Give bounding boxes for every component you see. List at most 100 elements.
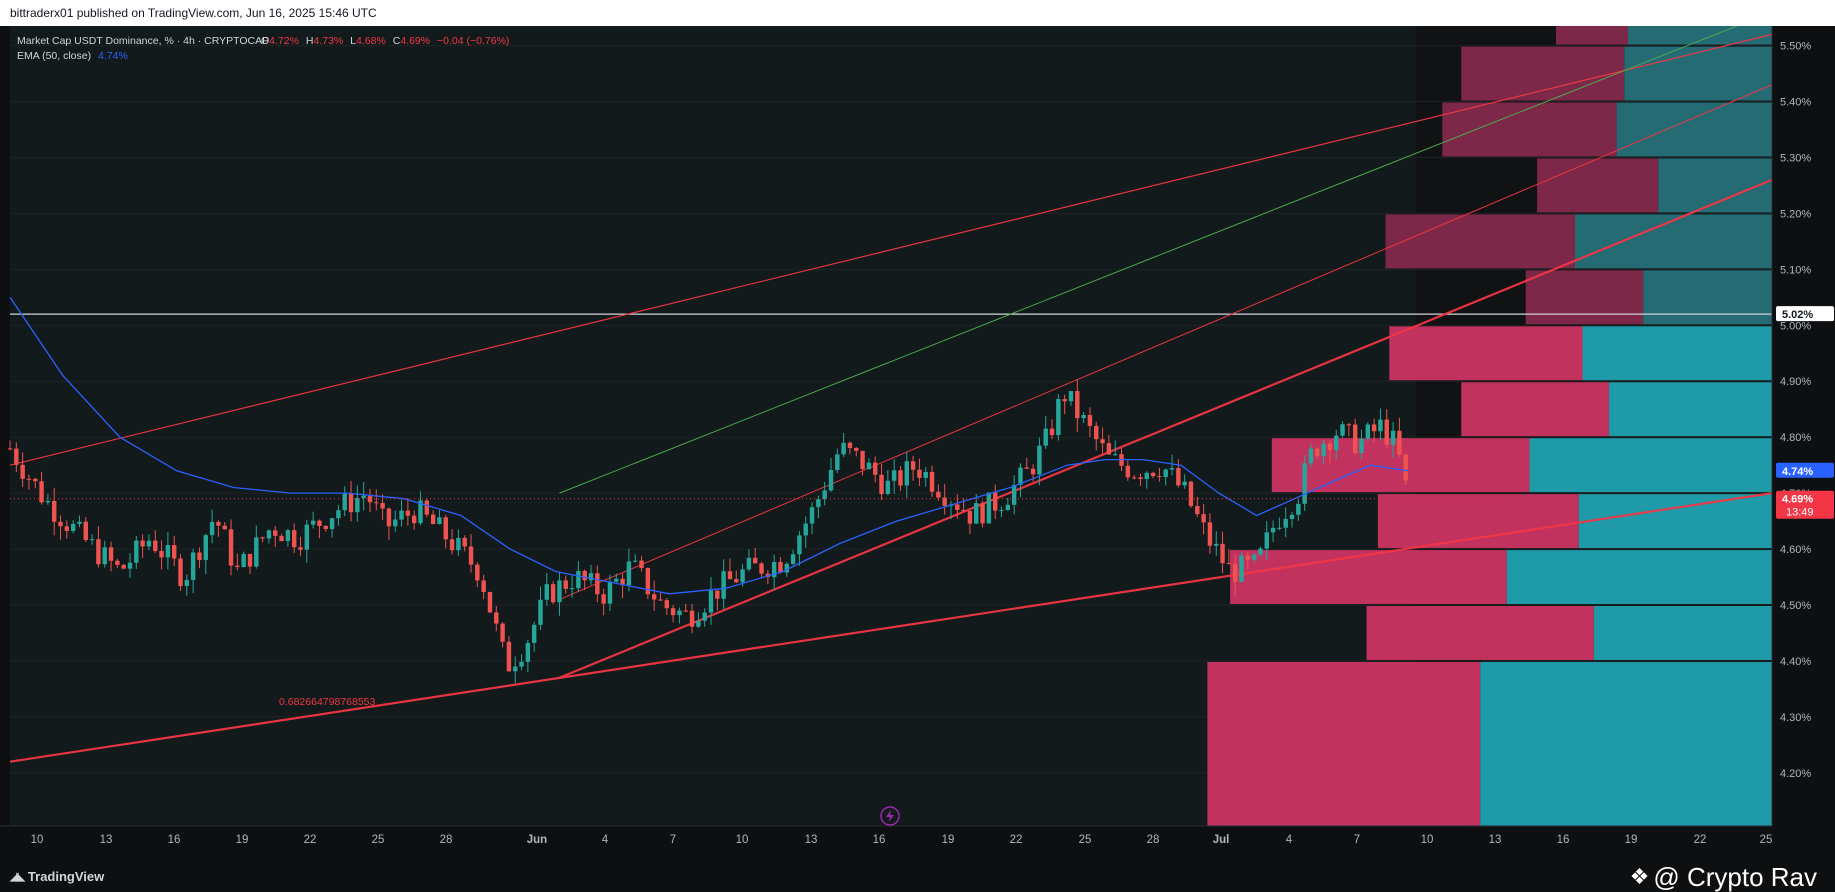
candle-body [1270,527,1276,533]
candle-body [260,537,265,539]
publish-header: bittraderx01 published on TradingView.co… [0,0,1835,26]
candle-body [689,610,695,627]
vp-bar-sell [1366,606,1594,660]
legend-close-value: 4.69% [400,35,430,47]
candle-body [891,470,897,481]
tradingview-logo[interactable]: ◢◣ TradingView [10,869,104,884]
candle-body [614,578,619,582]
trendline-channel-upper [9,33,1773,466]
vp-bar-buy [1582,326,1772,381]
candle-body [651,594,657,600]
candle-body [683,610,688,612]
time-tick-label: 7 [670,834,676,846]
candle-body [178,558,183,587]
candle-body [513,666,518,672]
candle-body [285,530,291,542]
candle-body [702,612,707,621]
price-axis[interactable]: 5.50% 5.40% 5.30% 5.20% 5.10% 5.00% 4.90% 4.80%… [1771,26,1834,826]
vp-bar-sell [1556,26,1629,45]
candle-body [1384,419,1389,445]
candle-body [456,537,461,551]
time-tick-label: 16 [873,834,886,846]
published-by-text: bittraderx01 published on TradingView.co… [10,6,377,20]
price-tick-label: 4.20% [1780,768,1811,780]
candle-body [639,560,644,569]
watermark: ❖ @ Crypto Rav [1630,862,1817,892]
candle-body [506,641,512,672]
candle-body [803,523,808,536]
time-tick-label: 25 [372,834,385,846]
vp-bar-buy [1609,382,1772,437]
last-price-tag: 4.69% [1782,494,1813,506]
vp-bar-sell [1461,382,1610,437]
candle-body [854,447,859,451]
candle-body [1239,555,1244,582]
candle-body [1150,472,1156,477]
candle-body [399,510,404,520]
vp-bar-sell [1230,550,1507,605]
candle-body [1245,555,1251,560]
candle-body [266,530,272,539]
candle-body [986,492,992,524]
candle-body [531,624,537,643]
candle-body [582,571,587,581]
candle-body [980,503,985,524]
candle-body [14,448,19,465]
legend-ema-value: 4.74% [98,50,128,62]
candle-body [380,502,385,509]
candle-body [1112,454,1118,456]
candle-body [1056,399,1061,436]
candle-body [734,579,739,583]
candle-body [1087,414,1093,426]
time-tick-label: 4 [602,834,609,846]
level-price-tag-bg [1776,306,1834,322]
candle-body [77,521,82,524]
candle-body [955,504,960,510]
candle-body [1182,481,1187,486]
vp-bar-buy [1578,494,1772,549]
candle-body [1334,435,1339,451]
candle-body [917,469,922,478]
trendlines[interactable] [9,26,1773,763]
candle-body [1138,477,1143,479]
vp-bar-sell [1442,102,1617,157]
candle-body [45,500,51,503]
candle-body [291,530,297,548]
candle-body [51,500,57,522]
candle-body [1359,438,1364,453]
candle-body [1220,543,1225,564]
price-chart[interactable]: 5.50% 5.40% 5.30% 5.20% 5.10% 5.00% 4.90% 4.80%… [0,26,1835,862]
trendline-green-diagonal [559,26,1739,494]
candle-body [740,569,745,583]
candle-body [58,521,63,527]
candle-body [1264,532,1269,549]
price-tick-label: 5.10% [1780,264,1811,276]
candle-body [1258,548,1263,555]
candle-body [759,563,764,574]
candle-body [910,461,916,470]
candle-body [860,450,865,470]
candle-body [102,547,107,565]
legend-ohlc: O4.72% H4.73% L4.68% C4.69% −0.04 (−0.76… [261,35,509,47]
candle-body [475,564,480,581]
legend-ema-label: EMA (50, close) [17,50,91,62]
ema-50-line [9,296,1409,595]
time-tick-label: Jul [1213,834,1230,846]
candle-body [1195,506,1200,515]
time-axis[interactable]: 10 13 16 19 22 25 28 Jun 4 7 10 13 16 19 22 25 28 Jul 4 7 10… [0,825,1835,862]
candle-body [1068,391,1074,402]
level-price-tag: 5.02% [1782,309,1813,321]
legend-change: −0.04 (−0.76%) [437,35,509,47]
candle-body [1283,518,1288,528]
fib-annotation: 0.682664798768553 [279,696,376,708]
candle-body [1315,448,1320,457]
candle-body [310,520,316,525]
time-tick-label: 25 [1079,834,1092,846]
candle-body [203,535,208,561]
candle-body [70,523,76,531]
candle-body [1226,563,1232,565]
flash-marker-icon[interactable] [880,806,900,826]
candle-body [620,578,625,586]
trendline-lower-trend [9,492,1773,763]
candle-body [418,500,423,524]
